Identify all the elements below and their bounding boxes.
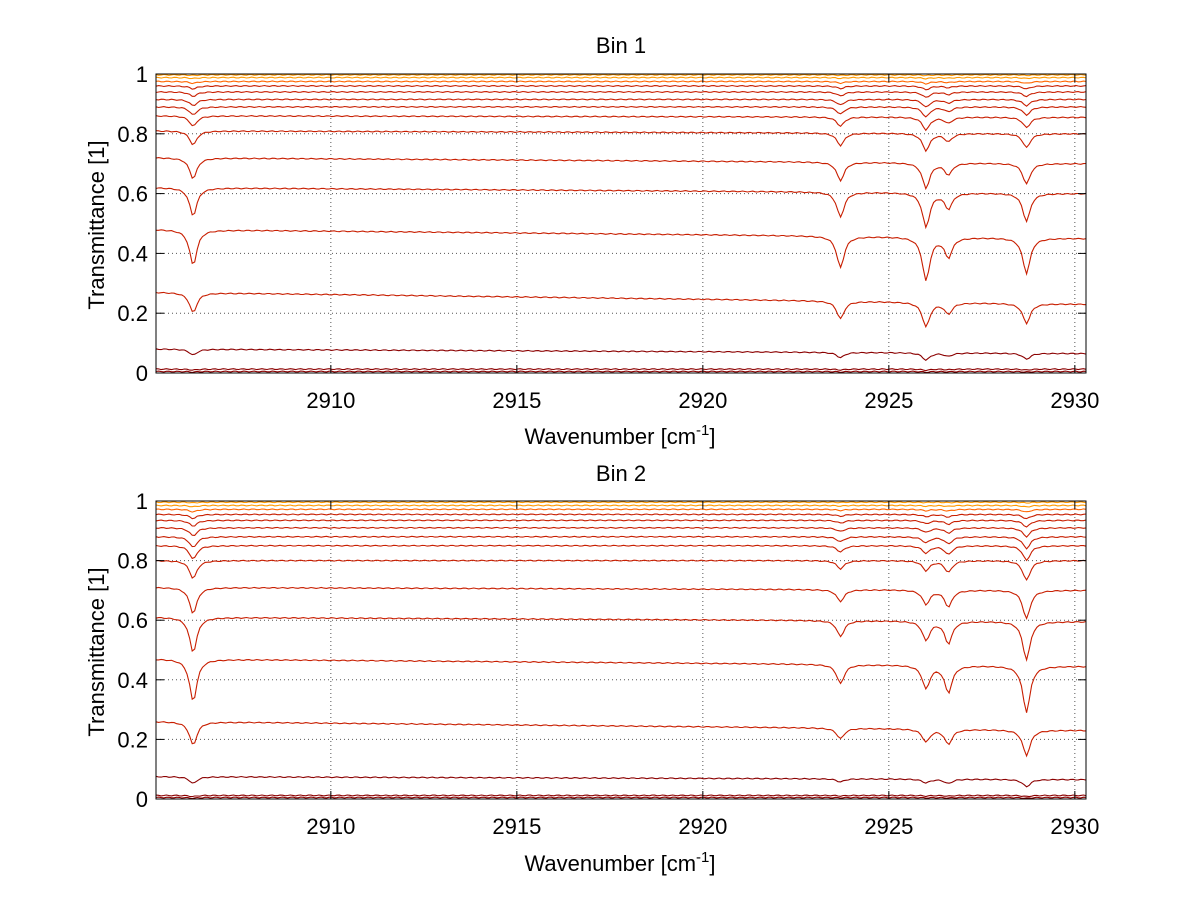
series-line (155, 504, 1087, 508)
series-line (155, 775, 1087, 788)
y-tick-label: 0.8 (117, 122, 148, 147)
x-tick-label: 2910 (306, 814, 355, 839)
y-tick-label: 0.6 (117, 608, 148, 633)
y-tick-label: 0 (136, 361, 148, 386)
series-line (155, 519, 1087, 528)
series-line (156, 658, 1087, 713)
series-line (155, 187, 1087, 230)
y-tick-label: 0.6 (117, 182, 148, 207)
series-line (155, 80, 1087, 85)
chart-title: Bin 1 (596, 33, 646, 58)
series-line (155, 90, 1087, 98)
x-tick-label: 2925 (864, 388, 913, 413)
series-line (155, 370, 1087, 374)
plot-frame (155, 500, 1087, 800)
x-tick-label: 2920 (678, 388, 727, 413)
y-tick-label: 0.8 (117, 549, 148, 574)
series-line (155, 76, 1087, 80)
y-axis-label: Transmittance [1] (84, 567, 109, 736)
chart-title: Bin 2 (596, 461, 646, 486)
x-tick-label: 2920 (678, 814, 727, 839)
x-tick-label: 2930 (1050, 814, 1099, 839)
y-tick-label: 0 (136, 787, 148, 812)
y-tick-label: 0.2 (117, 301, 148, 326)
x-tick-label: 2915 (492, 388, 541, 413)
series-line (155, 368, 1087, 372)
y-tick-label: 0.2 (117, 727, 148, 752)
x-tick-label: 2930 (1050, 388, 1099, 413)
x-axis-label: Wavenumber [cm-1] (524, 422, 715, 449)
series-line (155, 526, 1087, 538)
y-tick-label: 0.4 (117, 241, 148, 266)
series-line (155, 115, 1087, 132)
y-axis-label: Transmittance [1] (84, 140, 109, 309)
series-line (155, 796, 1087, 800)
series-line (156, 229, 1087, 281)
series-line (156, 559, 1087, 581)
y-tick-label: 1 (136, 62, 148, 87)
x-tick-label: 2910 (306, 388, 355, 413)
x-axis-label: Wavenumber [cm-1] (524, 849, 715, 876)
series-line (155, 721, 1086, 758)
series-line (155, 84, 1087, 91)
series-line (155, 544, 1087, 562)
chart-panel-bin-2: Bin 2 Transmittance [1] Wavenumber [cm-1… (84, 461, 1099, 876)
series-line (155, 105, 1087, 118)
series-line (155, 794, 1087, 798)
series-line (155, 616, 1087, 662)
series-line (155, 535, 1087, 550)
y-tick-label: 0.4 (117, 668, 148, 693)
series-line (155, 291, 1087, 329)
y-tick-label: 1 (136, 489, 148, 514)
chart-panel-bin-1: Bin 1 Transmittance [1] Wavenumber [cm-1… (84, 33, 1099, 449)
x-tick-label: 2915 (492, 814, 541, 839)
series-line (155, 157, 1087, 191)
x-tick-label: 2925 (864, 814, 913, 839)
series-line (155, 508, 1087, 513)
plot-frame (155, 73, 1087, 374)
series-line (155, 501, 1087, 504)
series-line (155, 586, 1087, 621)
series-line (155, 513, 1087, 520)
series-line (155, 348, 1087, 361)
series-line (155, 73, 1087, 77)
series-line (155, 98, 1087, 108)
series-line (155, 130, 1087, 153)
